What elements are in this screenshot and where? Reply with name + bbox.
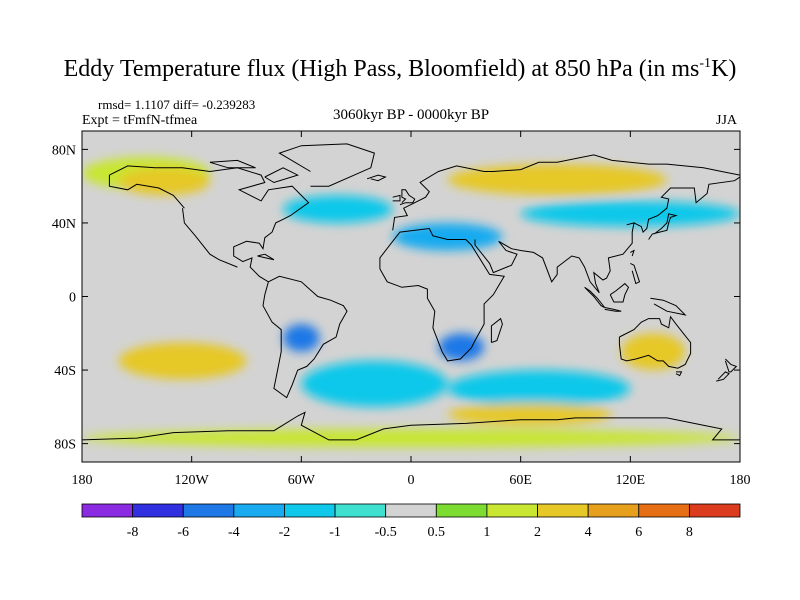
colorbar-label: 8 (686, 525, 693, 540)
title-end: K) (711, 56, 737, 82)
anomaly-region-9 (438, 333, 485, 361)
coastline-segment-18 (392, 194, 401, 202)
anomaly-region-1 (118, 167, 210, 196)
colorbar-label: -2 (279, 525, 291, 540)
colorbar-label: -0.5 (375, 525, 397, 540)
x-tick-label: 120W (175, 473, 210, 488)
coastline-segment-15 (716, 371, 730, 382)
x-tick-label: 180 (72, 473, 93, 488)
coastline-segment-24 (630, 249, 635, 257)
colorbar-label: -8 (127, 525, 139, 540)
colorbar-swatch (486, 503, 538, 518)
experiment-line: Expt = tFmfN-tfmea (82, 113, 198, 128)
colorbar-label: -1 (329, 525, 341, 540)
coastline-segment-0 (109, 165, 348, 399)
x-tick-label: 180 (730, 473, 751, 488)
colorbar-swatch (385, 503, 437, 518)
colorbar: -8 -6 -4 -2 -1 -0.5 0.5 1 2 4 6 8 (81, 503, 741, 540)
anomaly-region-10 (447, 370, 631, 407)
anomaly-region-4 (520, 200, 740, 227)
colorbar-swatch (233, 503, 285, 518)
x-tick-label: 60W (288, 473, 316, 488)
colorbar-label: 1 (483, 525, 490, 540)
anomaly-region-13 (82, 428, 740, 448)
colorbar-label: 6 (635, 525, 642, 540)
coastlines (82, 143, 740, 441)
stats-line: rmsd= 1.1107 diff= -0.239283 (98, 97, 256, 112)
coastline-segment-3 (278, 143, 375, 187)
coastline-segment-16 (490, 317, 503, 343)
map-ticks: 80N 40N 0 40S 80S 180 120W 60W 0 60E 120E 180 (52, 131, 751, 488)
y-tick-label: 80N (52, 143, 76, 158)
coastline-segment-11 (650, 297, 687, 316)
period-line: 3060kyr BP - 0000kyr BP (332, 107, 490, 123)
x-tick-label: 60E (509, 473, 532, 488)
y-tick-label: 40N (52, 217, 76, 232)
anomaly-region-12 (621, 333, 686, 371)
colorbar-label: -4 (228, 525, 240, 540)
coastline-segment-22 (209, 159, 256, 169)
title-superscript: -1 (699, 56, 712, 71)
anomaly-region-5 (392, 222, 503, 251)
anomaly-region-7 (283, 324, 320, 352)
coastline-segment-25 (630, 262, 641, 285)
anomaly-region-6 (118, 342, 247, 380)
coastline-segment-17 (399, 189, 416, 206)
colorbar-swatch (587, 503, 640, 518)
coastline-segment-23 (257, 253, 275, 261)
coastline-segment-10 (609, 282, 630, 303)
coastline-segment-19 (366, 174, 387, 182)
colorbar-label: -6 (177, 525, 189, 540)
colorbar-swatch (537, 503, 589, 518)
season-label: JJA (716, 113, 738, 128)
anomaly-region-3 (283, 195, 393, 223)
anomaly-region-8 (301, 360, 448, 407)
chart-title: Eddy Temperature flux (High Pass, Bloomf… (0, 56, 800, 83)
coastline-segment-7 (648, 213, 678, 240)
coastline-segment-21 (264, 167, 300, 184)
colorbar-swatch (284, 503, 336, 518)
colorbar-label: 4 (585, 525, 592, 540)
coastline-segment-12 (618, 315, 692, 369)
x-tick-label: 0 (408, 473, 415, 488)
coastline-segment-20 (82, 411, 740, 441)
anomaly-region-2 (447, 164, 667, 196)
colorbar-swatch (334, 503, 387, 518)
colorbar-swatch (688, 503, 741, 518)
colorbar-swatch (182, 503, 235, 518)
colorbar-label: 0.5 (428, 525, 446, 540)
y-tick-label: 40S (54, 364, 76, 379)
coastline-segment-6 (474, 176, 740, 294)
colorbar-swatch (132, 503, 184, 518)
map-panel: 80N 40N 0 40S 80S 180 120W 60W 0 60E 120E 180 (52, 130, 751, 488)
x-tick-label: 120E (616, 473, 646, 488)
coastline-segment-9 (604, 307, 622, 312)
coastline-segment-14 (724, 358, 738, 373)
anomaly-region-11 (447, 403, 613, 426)
y-tick-label: 80S (54, 438, 76, 453)
anomaly-field (82, 156, 740, 448)
colorbar-label: 2 (534, 525, 541, 540)
coastline-segment-5 (379, 227, 506, 362)
y-tick-label: 0 (69, 291, 76, 306)
title-main: Eddy Temperature flux (High Pass, Bloomf… (63, 56, 700, 82)
colorbar-swatch (435, 503, 488, 518)
colorbar-swatch (638, 503, 690, 518)
colorbar-swatch (81, 503, 134, 518)
coastline-segment-4 (392, 154, 740, 231)
coastline-segment-1 (182, 208, 238, 268)
coastline-segment-13 (675, 371, 683, 377)
coastline-segment-2 (108, 175, 185, 209)
